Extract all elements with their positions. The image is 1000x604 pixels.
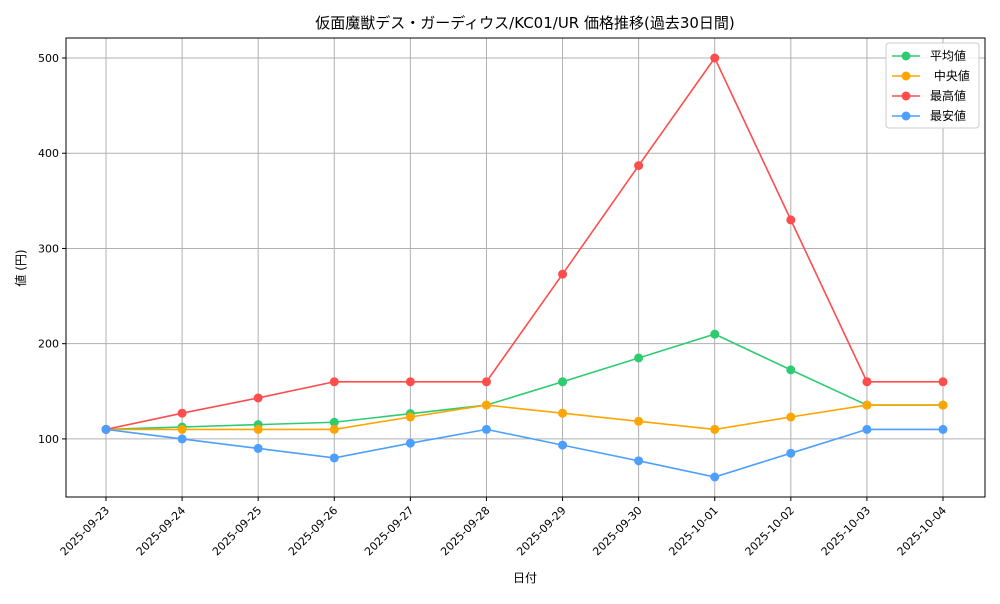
- data-point: [786, 412, 796, 422]
- data-point: [558, 440, 568, 450]
- data-point: [862, 400, 872, 410]
- data-point: [634, 161, 644, 171]
- series-lines: [101, 53, 948, 482]
- data-point: [405, 438, 415, 448]
- x-tick-label: 2025-09-23: [58, 504, 112, 558]
- x-tick-label: 2025-09-28: [438, 504, 492, 558]
- y-axis: 100 200 300 400 500: [38, 52, 66, 446]
- x-tick-label: 2025-09-24: [134, 504, 188, 558]
- legend-label: 平均値: [930, 48, 966, 63]
- y-tick-label: 100: [38, 433, 59, 446]
- series-平均値: [101, 329, 948, 434]
- x-tick-label: 2025-09-27: [362, 504, 416, 558]
- data-point: [177, 434, 187, 444]
- data-point: [634, 416, 644, 426]
- series-中央値: [101, 400, 948, 434]
- x-tick-label: 2025-10-01: [666, 504, 720, 558]
- x-tick-label: 2025-09-26: [286, 504, 340, 558]
- legend-box: [885, 42, 980, 129]
- data-point: [329, 424, 339, 434]
- grid: [66, 38, 985, 497]
- x-tick-label: 2025-10-04: [895, 504, 949, 558]
- legend-marker: [901, 71, 911, 81]
- data-point: [862, 424, 872, 434]
- data-point: [101, 424, 111, 434]
- data-point: [405, 412, 415, 422]
- data-point: [634, 456, 644, 466]
- data-point: [710, 53, 720, 63]
- x-tick-label: 2025-10-02: [743, 504, 797, 558]
- legend-marker: [901, 51, 911, 61]
- data-point: [329, 453, 339, 463]
- data-point: [558, 377, 568, 387]
- data-point: [938, 400, 948, 410]
- y-tick-label: 300: [38, 242, 59, 255]
- legend-label: 最安値: [930, 108, 966, 123]
- data-point: [253, 424, 263, 434]
- data-point: [253, 393, 263, 403]
- x-tick-label: 2025-09-30: [590, 504, 644, 558]
- y-tick-label: 400: [38, 147, 59, 160]
- data-point: [481, 400, 491, 410]
- y-tick-label: 200: [38, 338, 59, 351]
- data-point: [786, 215, 796, 225]
- x-axis: 2025-09-23 2025-09-24 2025-09-25 2025-09-26…: [58, 497, 949, 558]
- series-line: [105, 333, 943, 431]
- series-line: [106, 404, 943, 431]
- data-point: [481, 424, 491, 434]
- x-axis-label: 日付: [513, 571, 537, 585]
- x-tick-label: 2025-09-29: [514, 504, 568, 558]
- series-line: [105, 56, 943, 431]
- data-point: [177, 408, 187, 418]
- data-point: [938, 424, 948, 434]
- series-最高値: [101, 53, 948, 434]
- data-point: [710, 472, 720, 482]
- data-point: [558, 269, 568, 279]
- legend-marker: [901, 111, 911, 121]
- legend-label: 中央値: [930, 68, 970, 83]
- data-point: [786, 448, 796, 458]
- data-point: [710, 424, 720, 434]
- data-point: [558, 408, 568, 418]
- data-point: [710, 329, 720, 339]
- data-point: [938, 377, 948, 387]
- legend-label: 最高値: [930, 88, 966, 103]
- x-tick-label: 2025-10-03: [819, 504, 873, 558]
- series-line: [105, 428, 943, 478]
- data-point: [634, 353, 644, 363]
- chart-title: 仮面魔獣デス・ガーディウス/KC01/UR 価格推移(過去30日間): [315, 14, 735, 32]
- legend-marker: [901, 91, 911, 101]
- y-tick-label: 500: [38, 52, 59, 65]
- data-point: [253, 443, 263, 453]
- data-point: [481, 377, 491, 387]
- data-point: [329, 377, 339, 387]
- series-最安値: [101, 424, 948, 482]
- data-point: [405, 377, 415, 387]
- x-tick-label: 2025-09-25: [210, 504, 264, 558]
- data-point: [786, 365, 796, 375]
- y-axis-label: 値 (円): [13, 249, 28, 286]
- data-point: [177, 424, 187, 434]
- plot-frame: [65, 37, 986, 498]
- data-point: [329, 417, 339, 427]
- data-point: [862, 377, 872, 387]
